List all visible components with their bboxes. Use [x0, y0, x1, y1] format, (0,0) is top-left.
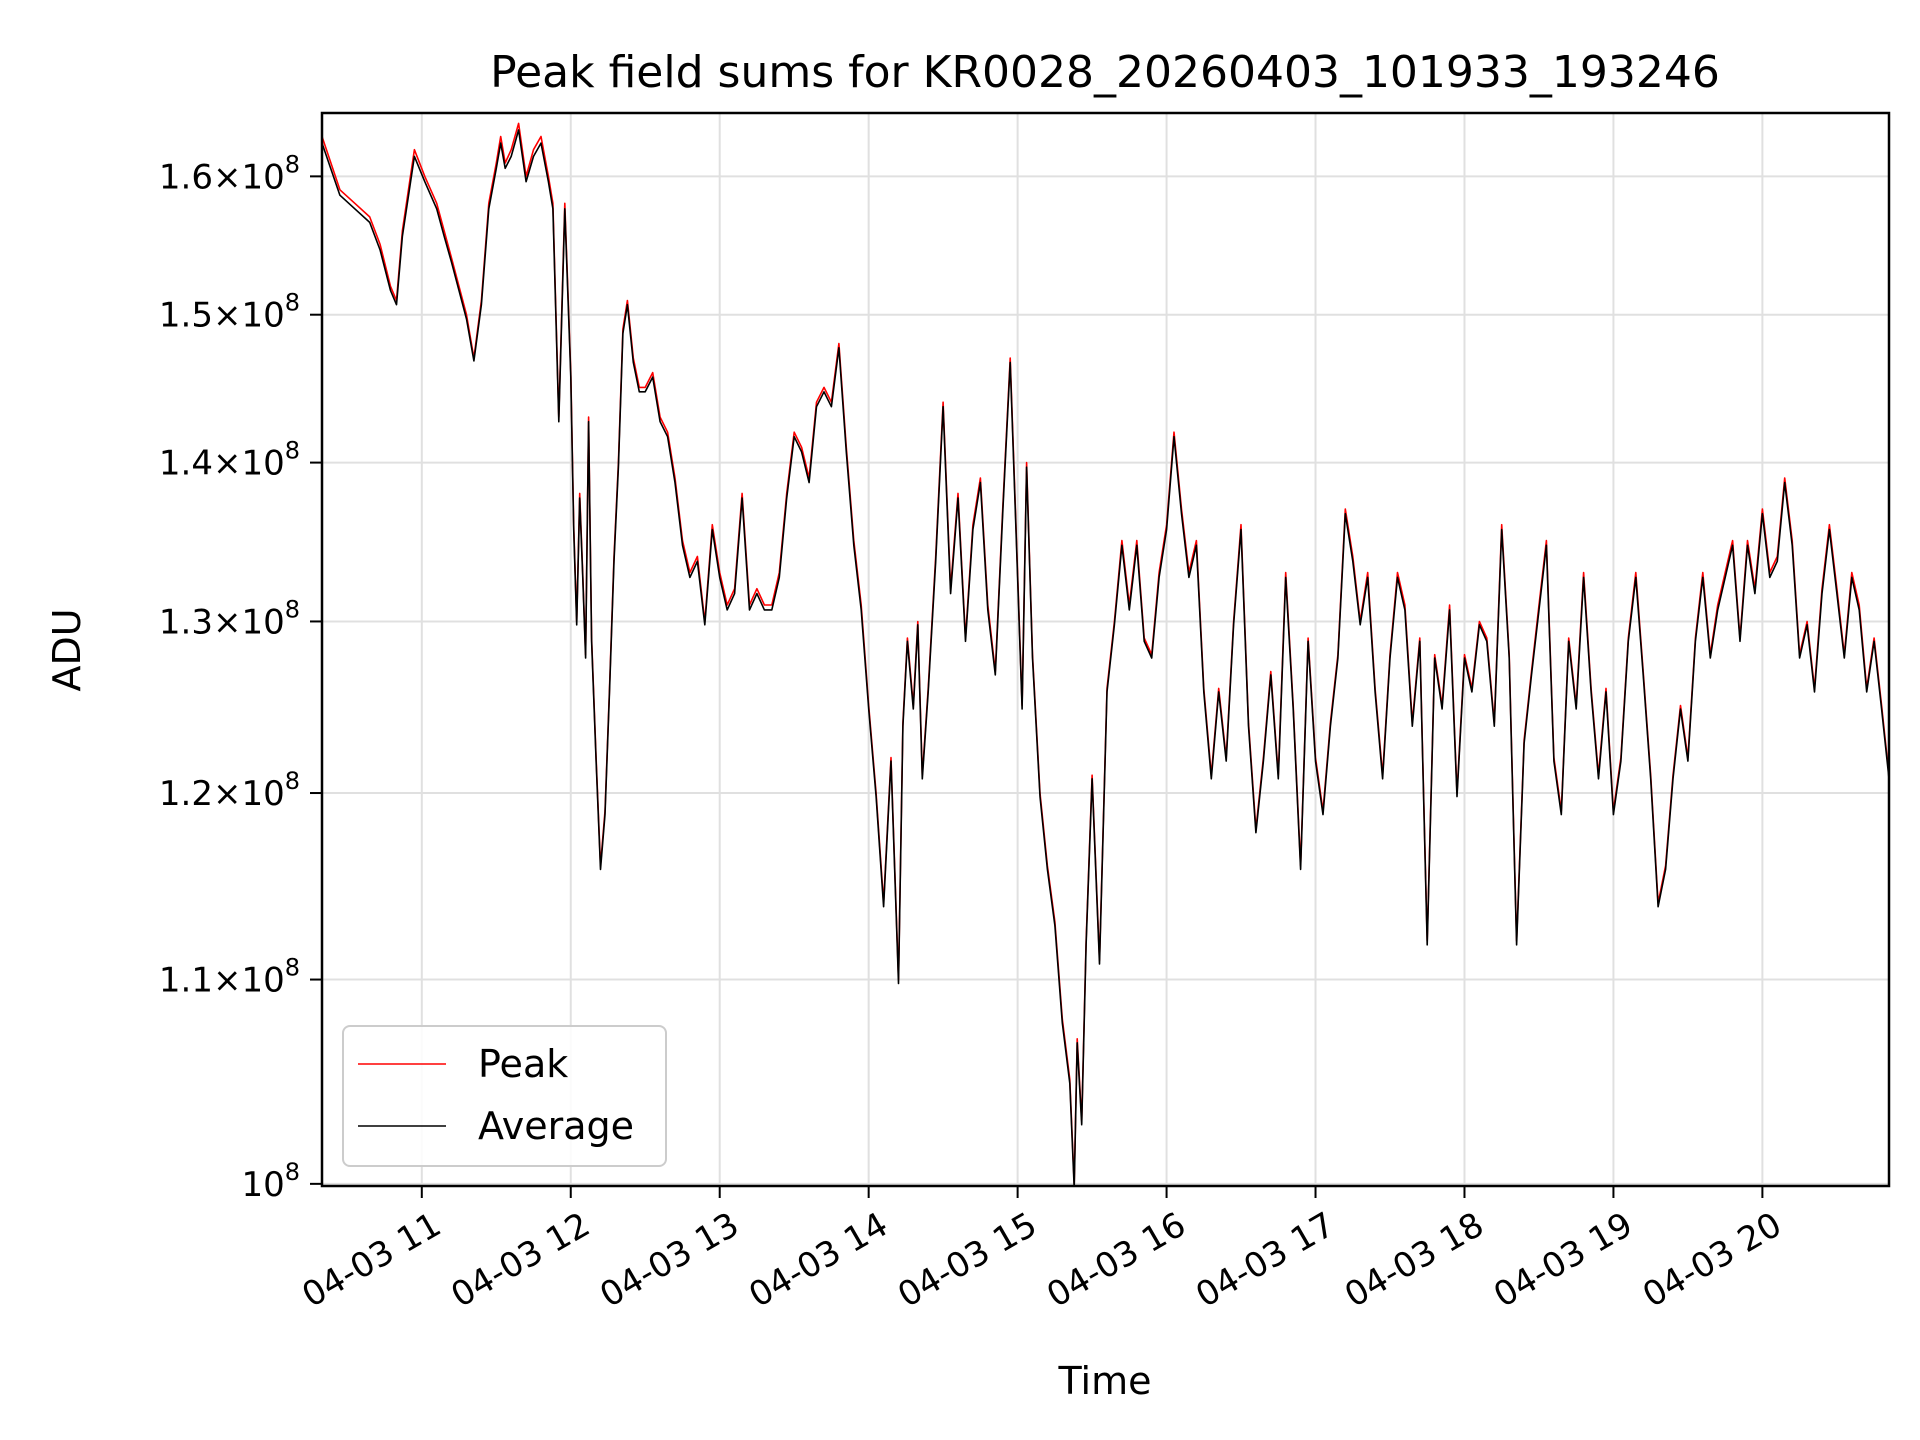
y-tick-label: 108	[241, 1158, 300, 1205]
y-tick-label: 1.1×108	[159, 954, 300, 1001]
y-tick-label: 1.2×108	[159, 767, 300, 814]
y-tick-exponent: 8	[285, 437, 300, 465]
y-tick-mantissa: 1.5	[159, 296, 213, 336]
x-axis-label: Time	[1058, 1359, 1152, 1403]
plot-frame	[320, 111, 1891, 1188]
y-tick-label: 1.3×108	[159, 595, 300, 642]
y-tick-mantissa: 1.3	[159, 602, 213, 642]
chart-title: Peak field sums for KR0028_20260403_1019…	[490, 47, 1720, 98]
grid	[322, 113, 1889, 1186]
legend-label-average: Average	[478, 1104, 634, 1148]
y-axis-label: ADU	[45, 608, 89, 691]
y-axis: 1081.1×1081.2×1081.3×1081.4×1081.5×1081.…	[159, 150, 322, 1205]
y-tick-exponent: 8	[285, 954, 300, 982]
series-layer	[322, 122, 1889, 1186]
legend-label-peak: Peak	[478, 1042, 568, 1086]
y-tick-mantissa: 1.1	[159, 961, 213, 1001]
series-line-average	[322, 129, 1889, 1186]
y-tick-exponent: 8	[285, 595, 300, 623]
y-tick-label: 1.6×108	[159, 150, 300, 197]
y-tick-exponent: 8	[285, 289, 300, 317]
legend-box	[342, 1025, 667, 1167]
y-tick-exponent: 8	[285, 767, 300, 795]
y-tick-mantissa: 1.4	[159, 444, 213, 484]
y-tick-mantissa: 1.2	[159, 774, 213, 814]
y-tick-exponent: 8	[285, 1158, 300, 1186]
y-tick-label: 1.5×108	[159, 289, 300, 336]
legend: Peak Average	[342, 1025, 667, 1167]
y-tick-mantissa: 1.6	[159, 157, 213, 197]
y-tick-exponent: 8	[285, 150, 300, 178]
y-tick-label: 1.4×108	[159, 437, 300, 484]
